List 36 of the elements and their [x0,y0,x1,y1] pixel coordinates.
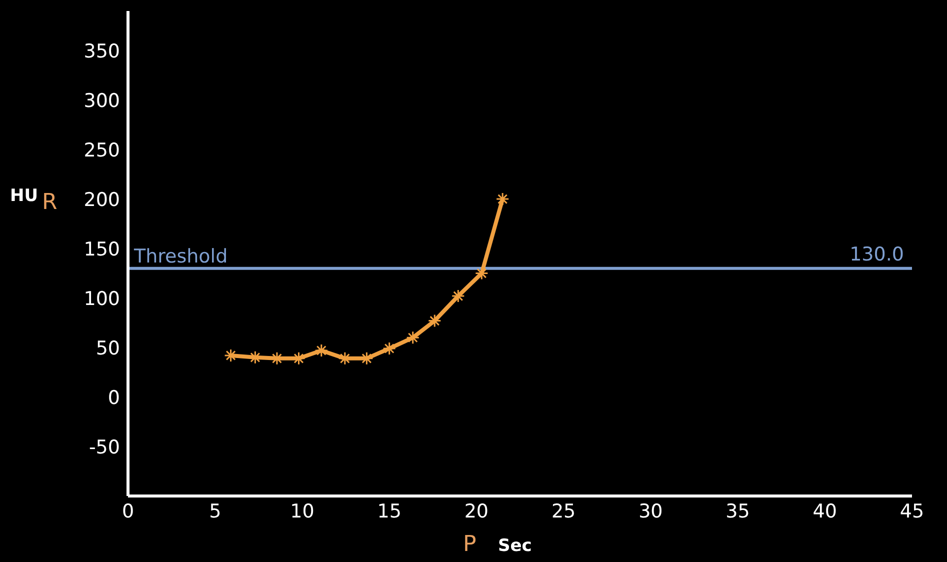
point [248,350,262,364]
y-tick-label: 150 [84,238,120,260]
x-axis-title: Sec [498,536,532,556]
x-tick-label: 10 [290,500,314,522]
y-tick-label: 0 [108,386,120,409]
point [270,352,284,366]
point [451,289,465,303]
point [382,342,396,356]
x-tick-label: 35 [726,500,750,522]
annotation: 130.0 [850,243,904,266]
point [338,352,352,366]
y-axis-title: HU [10,186,38,206]
point [360,352,374,366]
x-tick-label: 40 [812,500,837,522]
point [496,192,510,206]
point [428,314,442,328]
x-tick-label: 45 [900,500,924,522]
point [474,266,488,280]
y-tick-label: 300 [84,90,120,112]
y-tick-label: 50 [96,337,120,360]
x-tick-label: 25 [551,500,576,522]
y-tick-label: 350 [84,40,120,62]
ref-line-label: Threshold [133,245,228,268]
text: P [463,532,476,557]
x-tick-label: 0 [122,500,134,522]
y-tick-label: 100 [84,288,120,310]
x-tick-label: 5 [209,500,222,522]
x-tick-label: 20 [464,500,489,522]
y-tick-label: -50 [88,436,120,458]
y-tick-label: 200 [84,188,120,211]
text: R [42,190,58,215]
y-tick-label: 250 [84,139,120,162]
point [314,344,328,358]
point [406,330,420,344]
x-tick-label: 15 [377,500,402,522]
x-tick-label: 30 [638,500,663,522]
